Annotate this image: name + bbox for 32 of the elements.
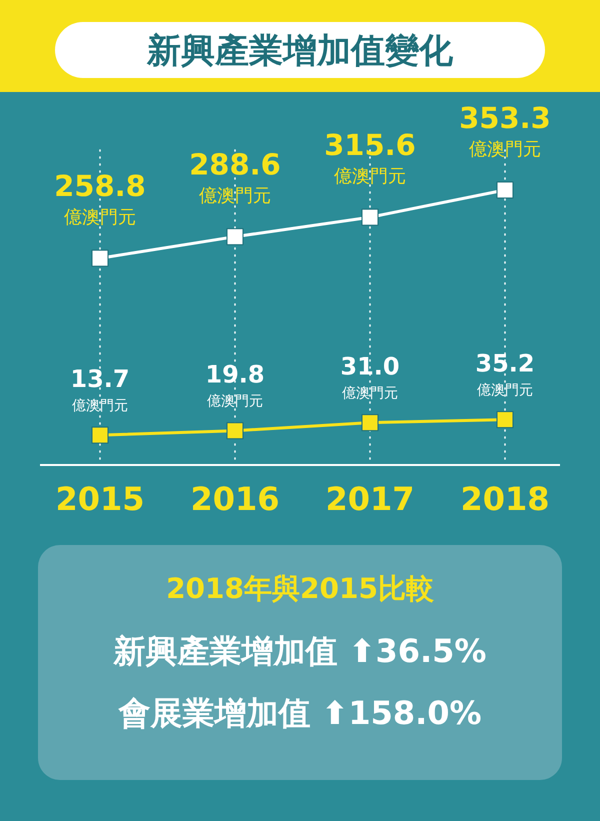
annotation: 億澳門元 xyxy=(64,207,136,228)
annotation: 億澳門元 xyxy=(72,398,128,414)
point xyxy=(226,228,244,246)
annotation: 億澳門元 xyxy=(207,394,263,410)
text: 新興產業增加值 ⬆36.5% xyxy=(112,632,486,670)
x-tick-label: 2015 xyxy=(55,480,145,518)
data-label: 19.8 xyxy=(205,360,265,389)
x-tick-label: 2016 xyxy=(190,480,280,518)
point xyxy=(362,414,378,432)
data-label: 13.7 xyxy=(70,365,130,394)
data-label: 258.8 xyxy=(54,169,146,204)
annotation: 億澳門元 xyxy=(199,186,271,207)
data-label: 35.2 xyxy=(475,350,535,378)
annotation: 億澳門元 xyxy=(342,386,398,402)
point xyxy=(496,182,514,198)
point xyxy=(362,208,378,226)
annotation: 億澳門元 xyxy=(469,139,541,160)
data-label: 31.0 xyxy=(340,352,400,381)
point xyxy=(496,411,514,428)
data-label: 288.6 xyxy=(189,148,281,182)
annotation: 億澳門元 xyxy=(334,166,406,188)
data-label: 315.6 xyxy=(324,128,416,162)
point xyxy=(226,422,244,440)
text: 2018年與2015比較 xyxy=(166,572,435,605)
text: 會展業增加值 ⬆158.0% xyxy=(117,694,482,732)
point xyxy=(92,426,108,444)
point xyxy=(92,250,108,267)
x-tick-label: 2017 xyxy=(325,480,415,518)
annotation: 億澳門元 xyxy=(477,382,533,399)
x-tick-label: 2018 xyxy=(460,480,550,518)
chart-title: 新興產業增加值變化 xyxy=(146,31,454,71)
data-label: 353.3 xyxy=(459,101,551,135)
